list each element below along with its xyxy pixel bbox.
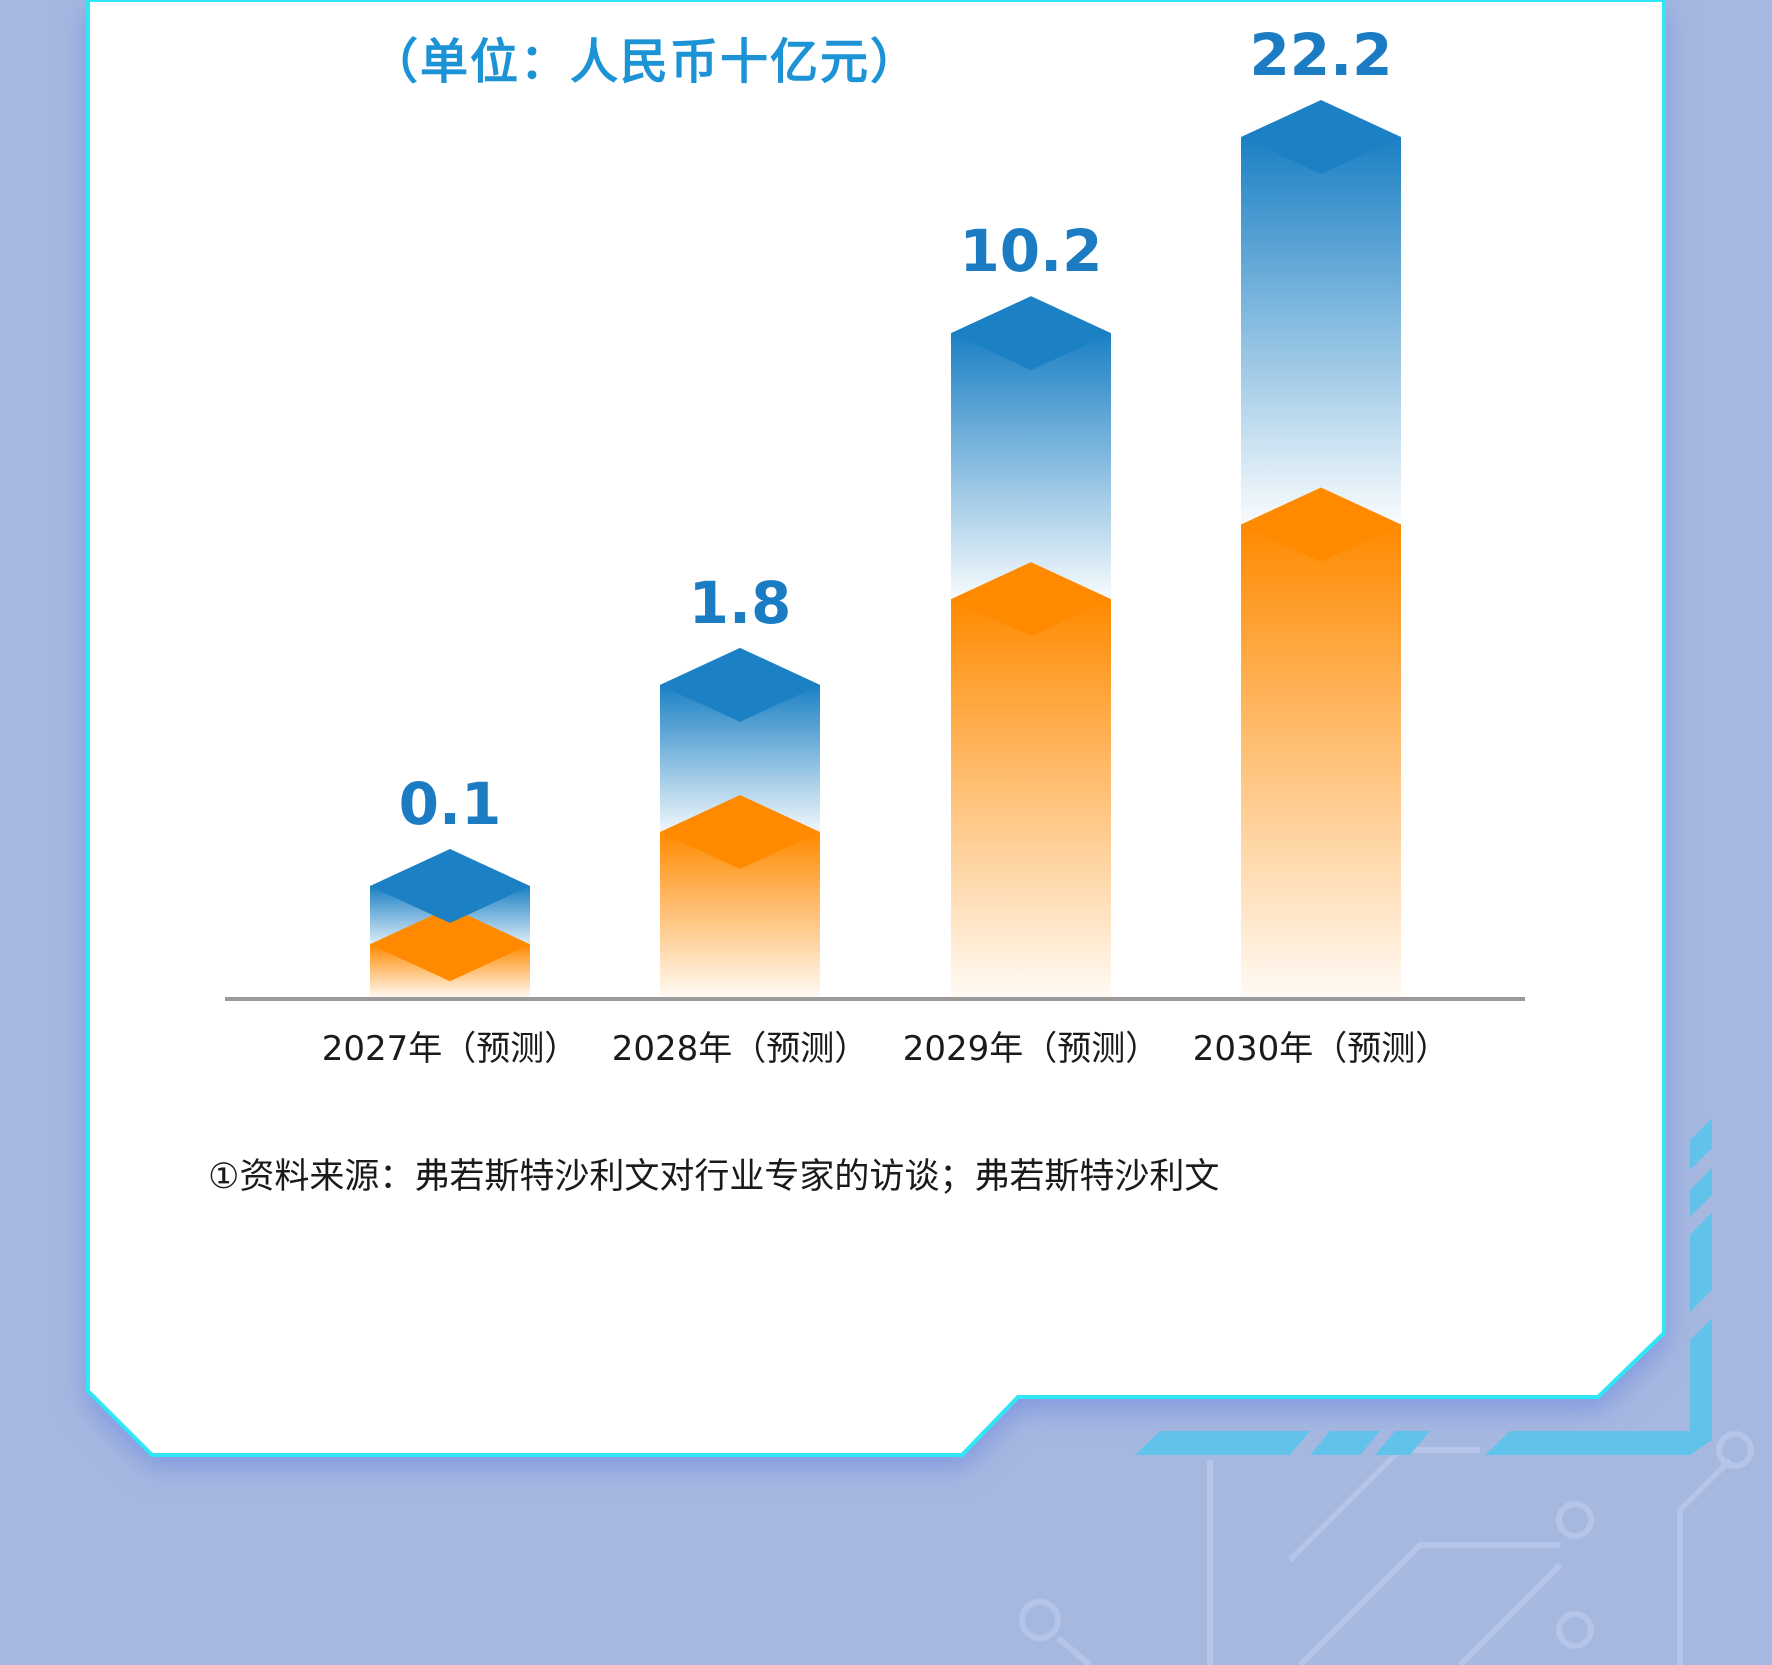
- bar-1: [370, 849, 530, 998]
- bar-orange-cap: [1241, 487, 1401, 562]
- unit-label: （单位：人民币十亿元）: [370, 34, 921, 90]
- value-label: 1.8: [689, 569, 792, 637]
- bar-blue-cap: [1241, 100, 1401, 174]
- bar-blue-cap: [370, 849, 530, 923]
- source-footnote: ①资料来源：弗若斯特沙利文对行业专家的访谈；弗若斯特沙利文: [208, 1157, 1220, 1197]
- category-label: 2029年（预测）: [903, 1029, 1160, 1069]
- value-label: 22.2: [1249, 21, 1392, 89]
- bar-blue-body: [1241, 137, 1401, 535]
- bar-3: [951, 296, 1111, 998]
- category-label: 2030年（预测）: [1193, 1029, 1450, 1069]
- bar-orange-cap: [660, 795, 820, 870]
- bar-orange-cap: [370, 907, 530, 982]
- bar-orange-body: [1241, 524, 1401, 998]
- value-label: 0.1: [399, 770, 502, 838]
- category-label: 2027年（预测）: [322, 1029, 579, 1069]
- bar-blue-cap: [660, 647, 820, 722]
- bar-blue-cap: [951, 296, 1111, 371]
- bar-4: [1241, 100, 1401, 998]
- value-label: 10.2: [959, 217, 1102, 285]
- bar-orange-cap: [951, 562, 1111, 637]
- category-label: 2028年（预测）: [612, 1029, 869, 1069]
- bar-2: [660, 647, 820, 998]
- bar-orange-body: [951, 599, 1111, 998]
